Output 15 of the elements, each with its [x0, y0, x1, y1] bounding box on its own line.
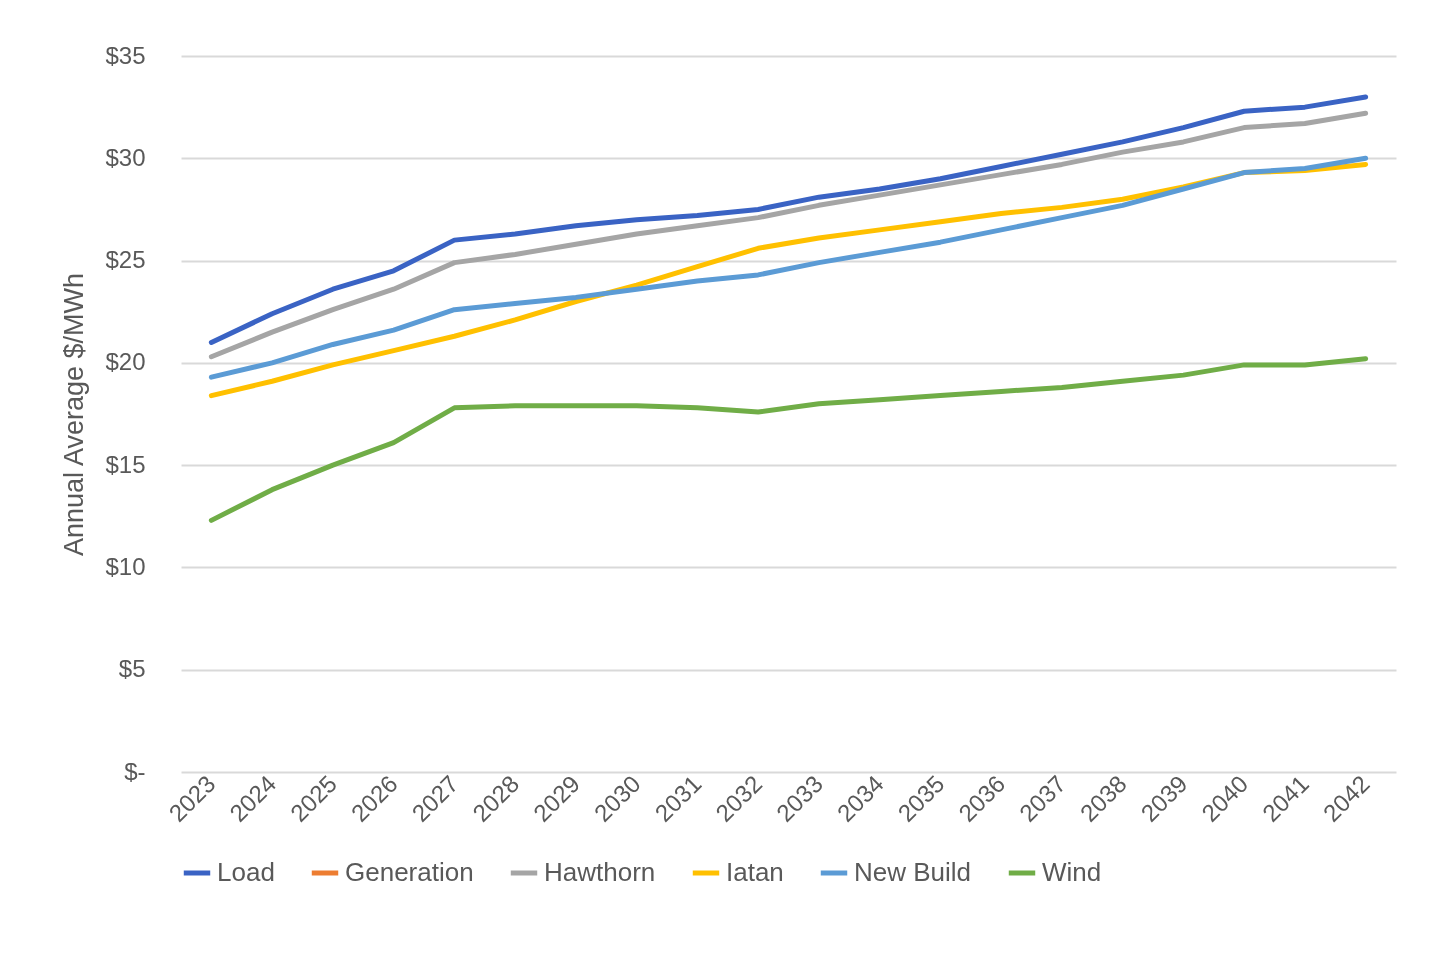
y-tick-label: $30 [105, 143, 146, 171]
y-tick-label: $20 [105, 348, 146, 376]
legend-label: Load [217, 857, 275, 887]
legend-label: Iatan [726, 857, 784, 887]
y-tick-label: $5 [118, 655, 146, 683]
y-tick-label: $- [124, 757, 146, 785]
legend-label: Hawthorn [544, 857, 656, 887]
y-axis-title: Annual Average $/MWh [59, 272, 90, 557]
legend-label: New Build [854, 857, 972, 887]
y-tick-label: $10 [105, 552, 146, 580]
legend-label: Generation [345, 857, 474, 887]
legend-label: Wind [1042, 857, 1102, 887]
y-tick-label: $35 [105, 41, 146, 69]
y-tick-label: $25 [105, 246, 146, 274]
y-tick-label: $15 [105, 450, 146, 478]
